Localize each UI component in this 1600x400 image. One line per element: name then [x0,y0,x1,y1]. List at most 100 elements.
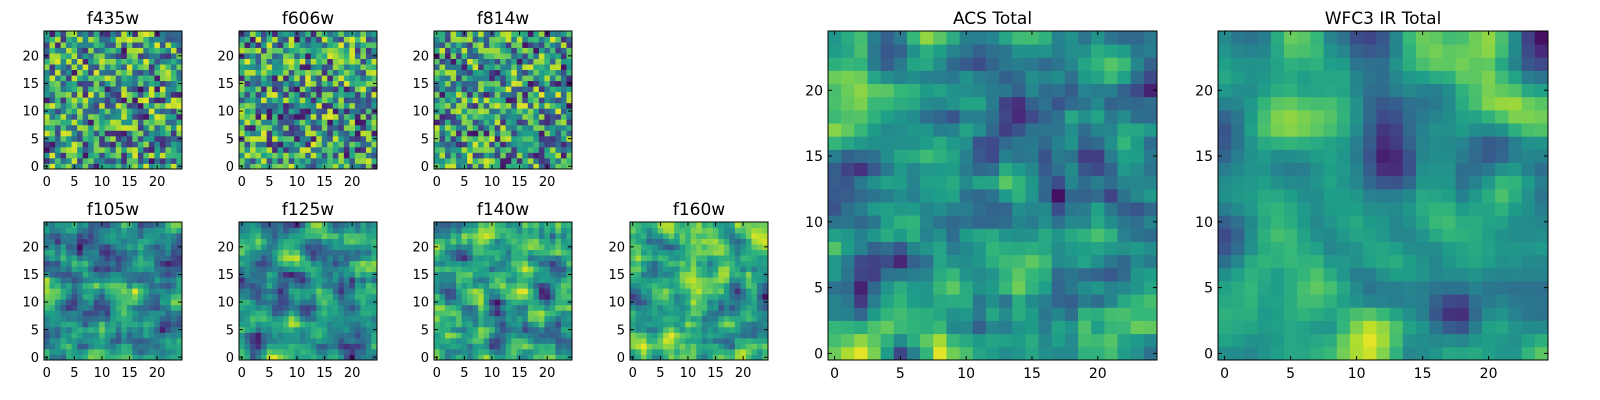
heatmap-cell [434,69,440,76]
heatmap-cell [696,282,703,289]
heatmap-cell [1064,267,1079,282]
heatmap-cell [450,354,457,361]
heatmap-cell [560,244,567,250]
x-tick-label: 0 [433,366,441,381]
heatmap-cell [288,304,295,311]
heatmap-cell [244,271,251,278]
heatmap-cell [126,310,133,317]
heatmap-cell [305,222,312,228]
y-tick-label: 0 [226,160,234,175]
heatmap-cell [972,320,987,335]
heatmap-cell [527,135,534,142]
heatmap-cell [544,299,551,306]
heatmap-cell [505,157,512,164]
heatmap-cell [841,162,855,177]
heatmap-cell [349,102,356,109]
heatmap-cell [500,119,507,126]
heatmap-cell [299,277,306,284]
heatmap-cell [707,266,714,273]
heatmap-cell [170,260,177,267]
heatmap-cell [115,75,122,82]
heatmap-cell [544,58,551,65]
heatmap-cell [110,86,117,93]
heatmap-cell [472,348,479,355]
heatmap-cell [115,315,122,322]
heatmap-cell [505,80,512,87]
heatmap-cell [538,255,545,262]
heatmap-cell [538,31,545,37]
heatmap-cell [472,141,479,148]
heatmap-cell [483,64,490,71]
heatmap-cell [143,260,150,267]
heatmap-cell [126,102,133,109]
heatmap-cell [261,124,267,131]
heatmap-cell [685,299,692,306]
heatmap-cell [77,157,84,164]
heatmap-cell [239,113,245,120]
heatmap-cell [321,47,328,54]
heatmap-cell [467,130,474,137]
heatmap-cell [93,58,100,65]
heatmap-cell [299,124,306,131]
heatmap-cell [126,255,133,262]
heatmap-cell [365,47,372,54]
heatmap-cell [170,315,177,322]
y-tick-label: 15 [22,268,39,283]
heatmap-cell [55,108,61,115]
heatmap-cell [44,337,50,344]
heatmap-cell [121,91,128,98]
heatmap-cell [1091,307,1105,321]
heatmap-cell [696,304,703,311]
heatmap-cell [500,91,507,98]
heatmap-cell [244,315,251,322]
heatmap-cell [527,277,534,284]
heatmap-cell [44,91,50,98]
heatmap-cell [489,42,496,48]
heatmap-cells [239,222,378,361]
heatmap-cell [338,58,345,65]
heatmap-cell [544,249,551,256]
heatmap-cell [494,31,501,37]
heatmap-cell [560,97,567,104]
heatmap-cell [740,255,747,262]
heatmap-cell [132,130,139,137]
heatmap-cell [566,288,573,295]
heatmap-cell [500,255,507,262]
heatmap-cell [360,113,367,120]
heatmap-cell [371,124,378,131]
heatmap-cell [121,135,128,142]
heatmap-cell [283,282,290,289]
heatmap-cell [527,86,534,93]
heatmap-cell [718,337,725,344]
heatmap-cell [176,69,183,76]
heatmap-cell [696,277,703,284]
heatmap-cell [1025,241,1039,256]
heatmap-cell [439,260,446,267]
heatmap-cell [44,157,50,164]
heatmap-cell [434,102,440,109]
heatmap-cell [560,332,567,339]
heatmap-cell [49,69,56,76]
heatmap-cell [143,91,150,98]
heatmap-cell [88,119,95,126]
heatmap-cell [126,299,133,306]
heatmap-cell [740,304,747,311]
heatmap-cell [82,310,89,317]
heatmap-cell [121,315,128,322]
heatmap-cell [668,337,675,344]
heatmap-cell [60,304,67,311]
heatmap-cell [445,227,451,234]
heatmap-cell [104,227,111,234]
heatmap-cell [365,119,372,126]
heatmap-cell [522,315,529,322]
heatmap-cell [365,310,372,317]
heatmap-cell [250,58,256,65]
heatmap-cell [707,282,714,289]
heatmap-cell [712,293,719,300]
heatmap-cell [527,282,534,289]
heatmap-cell [635,315,642,322]
heatmap-cell [126,244,133,250]
heatmap-cell [99,282,106,289]
heatmap-cell [854,175,868,190]
